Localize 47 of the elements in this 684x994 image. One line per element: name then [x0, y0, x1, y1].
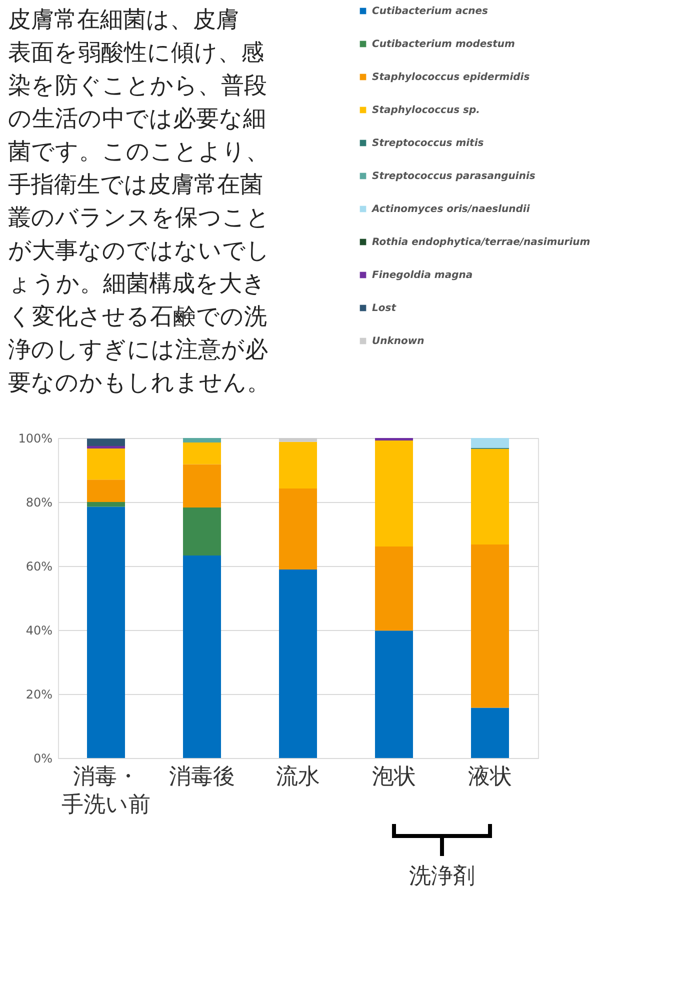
bar — [375, 438, 413, 441]
legend-label: Staphylococcus epidermidis — [372, 72, 530, 83]
bar — [375, 440, 413, 546]
y-tick-label: 80% — [26, 496, 52, 510]
legend-label: Streptococcus parasanguinis — [372, 171, 536, 182]
y-tick-label: 60% — [26, 560, 52, 574]
x-tick-label: 消毒・手洗い前 — [62, 764, 150, 818]
legend-label: Streptococcus mitis — [372, 138, 484, 149]
legend-label: Finegoldia magna — [372, 270, 473, 281]
y-tick-label: 0% — [33, 752, 52, 766]
x-tick-label: 泡状 — [372, 764, 416, 790]
bar — [183, 438, 221, 442]
bar — [471, 708, 509, 758]
x-tick-label: 流水 — [276, 764, 320, 790]
text: 皮膚常在細菌は、皮膚表面を弱酸性に傾け、感染を防ぐことから、普段の生活の中では必要な細菌です。このことより、手指衛生では皮膚常在菌叢のバランスを保つことが大事なのではないでしょうか。細菌構成を大きく変化させる石鹸での洗浄のしすぎには注意が必要なのかもしれません。 — [8, 7, 270, 396]
x-tick-label: 液状 — [468, 764, 512, 790]
bar — [183, 442, 221, 464]
bar — [375, 546, 413, 631]
bar — [183, 555, 221, 758]
legend-label: Actinomyces oris/naeslundii — [371, 204, 530, 215]
bar — [87, 506, 125, 758]
y-tick-label: 100% — [18, 432, 52, 446]
legend-label: Cutibacterium modestum — [372, 39, 515, 50]
bar — [87, 448, 125, 480]
x-tick-label: 消毒後 — [169, 764, 235, 790]
bar — [87, 502, 125, 507]
bar — [87, 438, 125, 446]
bar — [375, 630, 413, 758]
legend-label: Cutibacterium acnes — [372, 6, 488, 17]
bar — [471, 448, 509, 545]
bar — [471, 544, 509, 708]
bar — [471, 438, 509, 448]
legend-label: Staphylococcus sp. — [372, 105, 480, 116]
y-tick-label: 20% — [26, 688, 52, 702]
legend-label: Rothia endophytica/terrae/nasimurium — [372, 237, 590, 248]
legend-label: Unknown — [372, 336, 424, 347]
legend-label: Lost — [372, 303, 398, 314]
y-tick-label: 40% — [26, 624, 52, 638]
bar — [279, 438, 317, 442]
bar — [87, 480, 125, 502]
text: 洗浄剤 — [409, 864, 475, 889]
bar — [279, 488, 317, 570]
bar — [183, 507, 221, 556]
bar — [279, 570, 317, 758]
bar — [279, 442, 317, 489]
bar — [183, 464, 221, 508]
bar — [87, 446, 125, 449]
